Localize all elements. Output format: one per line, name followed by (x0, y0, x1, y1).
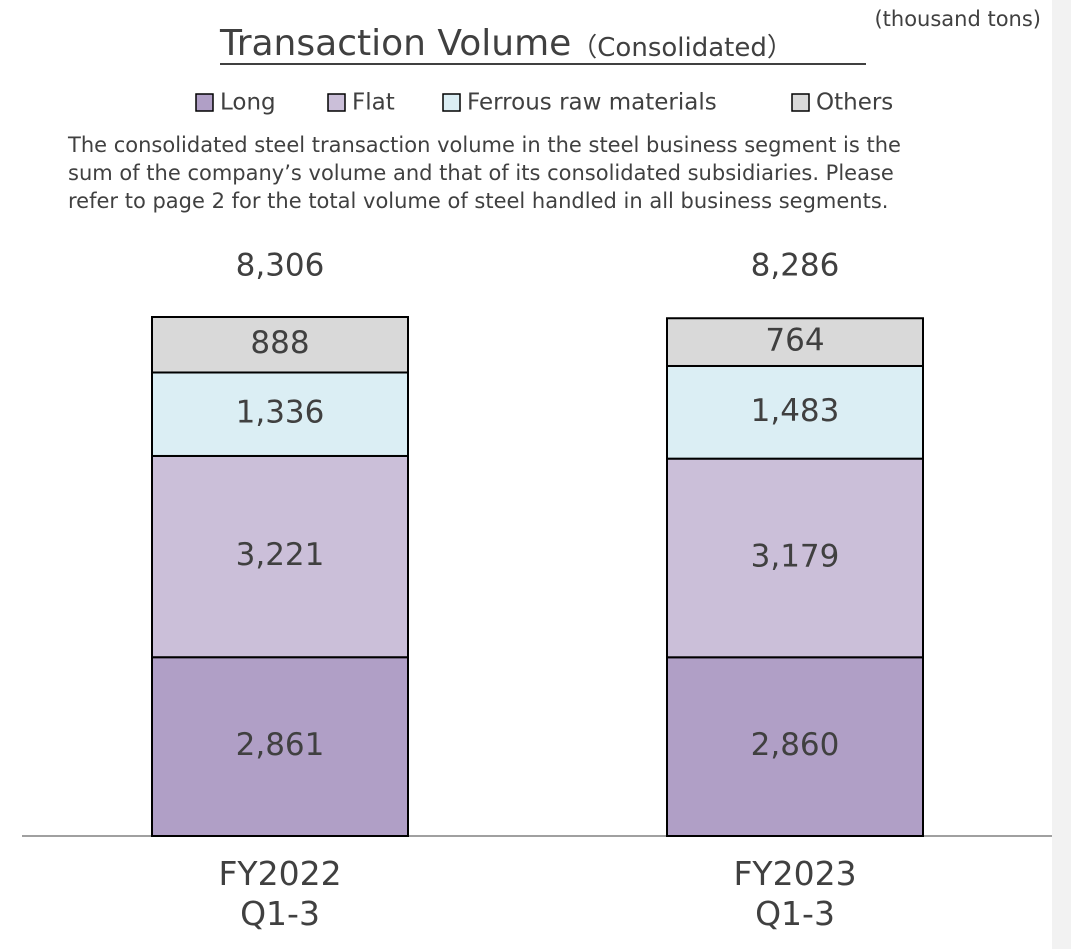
value-label: 2,861 (236, 727, 325, 763)
unit-label: (thousand tons) (874, 7, 1041, 31)
x-tick-label: FY2023 Q1-3 (733, 854, 857, 933)
value-label: 888 (250, 325, 309, 361)
value-label: 1,336 (236, 395, 325, 431)
legend-swatch (791, 93, 810, 112)
description-line: The consolidated steel transaction volum… (67, 133, 901, 157)
bar-segment (151, 656, 409, 837)
legend-swatch (327, 93, 346, 112)
legend-swatch (442, 93, 461, 112)
title: Transaction Volume (219, 23, 571, 64)
x-tick-label: FY2022 Q1-3 (218, 854, 342, 933)
total-label: 8,286 (751, 248, 840, 284)
value-label: 3,221 (236, 537, 325, 573)
legend-swatch (195, 93, 214, 112)
legend-label: Flat (352, 90, 395, 116)
side-strip (1052, 0, 1071, 949)
legend-label: Long (220, 90, 276, 116)
bar-segment (666, 457, 924, 659)
description-line: sum of the company’s volume and that of … (68, 161, 894, 185)
bar-segment (666, 364, 924, 460)
value-label: 2,860 (751, 727, 840, 763)
value-label: 1,483 (751, 393, 840, 429)
bar-segment (151, 371, 409, 457)
legend-label: Ferrous raw materials (467, 90, 717, 116)
bar-segment (666, 317, 924, 367)
value-label: 764 (765, 323, 824, 359)
bar-segment (666, 656, 924, 837)
bar-segment (151, 316, 409, 374)
description-line: refer to page 2 for the total volume of … (68, 189, 888, 213)
value-label: 3,179 (751, 538, 840, 574)
chart-title: Transaction Volume（Consolidated） (219, 23, 793, 64)
subtitle: （Consolidated） (571, 33, 793, 63)
total-label: 8,306 (236, 248, 325, 284)
legend-label: Others (816, 90, 893, 116)
